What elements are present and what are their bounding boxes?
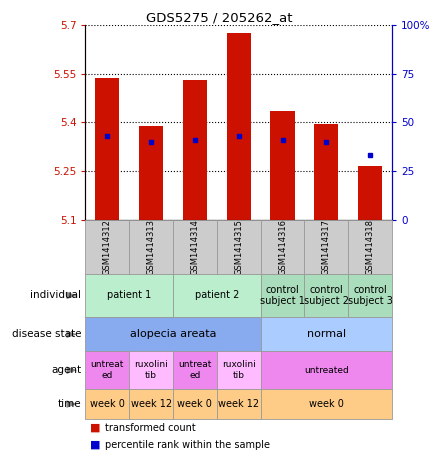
Text: ■: ■ — [90, 423, 100, 433]
Text: week 0: week 0 — [177, 399, 212, 409]
Text: week 12: week 12 — [131, 399, 172, 409]
Bar — [227, 33, 251, 220]
Text: individual: individual — [30, 290, 81, 300]
Text: agent: agent — [51, 365, 81, 375]
Bar — [183, 80, 207, 220]
Text: untreat
ed: untreat ed — [178, 361, 212, 380]
Polygon shape — [67, 400, 77, 408]
Text: percentile rank within the sample: percentile rank within the sample — [105, 440, 270, 450]
Text: GSM1414318: GSM1414318 — [366, 219, 374, 275]
Text: ruxolini
tib: ruxolini tib — [134, 361, 168, 380]
Text: patient 1: patient 1 — [107, 290, 152, 300]
Text: patient 2: patient 2 — [194, 290, 239, 300]
Bar — [358, 166, 382, 220]
Text: normal: normal — [307, 329, 346, 339]
Bar — [314, 124, 338, 220]
Text: ■: ■ — [90, 440, 100, 450]
Text: GSM1414314: GSM1414314 — [191, 219, 199, 275]
Text: disease state: disease state — [11, 329, 81, 339]
Polygon shape — [67, 292, 77, 299]
Text: GDS5275 / 205262_at: GDS5275 / 205262_at — [146, 11, 292, 24]
Text: control
subject 3: control subject 3 — [348, 284, 392, 306]
Text: GSM1414312: GSM1414312 — [103, 219, 112, 275]
Text: GSM1414315: GSM1414315 — [234, 219, 243, 275]
Text: untreat
ed: untreat ed — [91, 361, 124, 380]
Text: untreated: untreated — [304, 366, 349, 375]
Text: time: time — [57, 399, 81, 409]
Text: week 0: week 0 — [309, 399, 344, 409]
Text: control
subject 1: control subject 1 — [260, 284, 305, 306]
Text: GSM1414317: GSM1414317 — [322, 219, 331, 275]
Text: transformed count: transformed count — [105, 423, 196, 433]
Polygon shape — [67, 331, 77, 338]
Text: week 12: week 12 — [218, 399, 259, 409]
Bar — [139, 125, 163, 220]
Text: ruxolini
tib: ruxolini tib — [222, 361, 256, 380]
Bar — [95, 78, 119, 220]
Text: control
subject 2: control subject 2 — [304, 284, 349, 306]
Polygon shape — [67, 366, 77, 374]
Text: GSM1414313: GSM1414313 — [147, 219, 155, 275]
Text: alopecia areata: alopecia areata — [130, 329, 216, 339]
Bar — [271, 111, 295, 220]
Text: week 0: week 0 — [90, 399, 125, 409]
Text: GSM1414316: GSM1414316 — [278, 219, 287, 275]
